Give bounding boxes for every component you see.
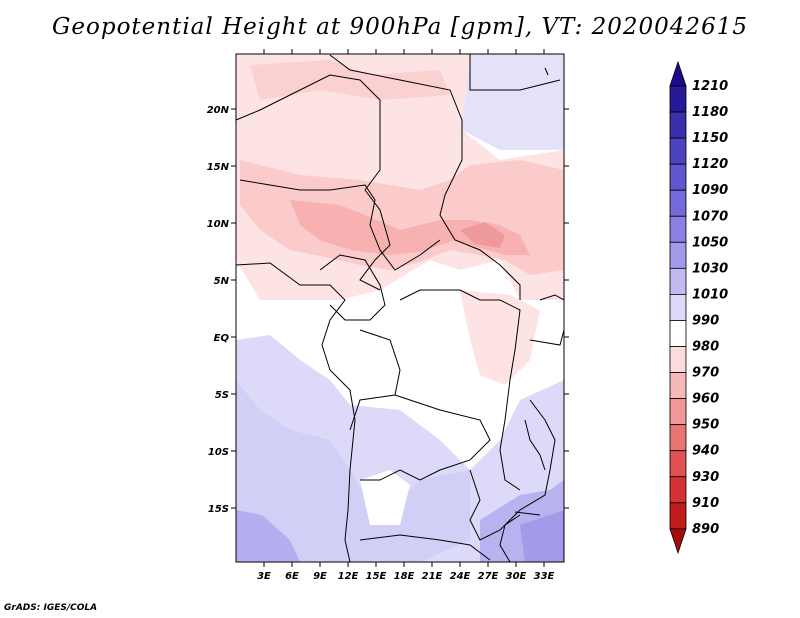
colorbar-label: 970 bbox=[692, 366, 719, 381]
colorbar-swatch bbox=[669, 424, 687, 452]
lon-label: 21E bbox=[422, 571, 443, 582]
lat-label: 15N bbox=[207, 162, 230, 173]
colorbar-swatch bbox=[669, 111, 687, 139]
longitude-axis: 3E 6E 9E 12E 15E 18E 21E 24E 27E 30E 33E bbox=[257, 49, 555, 582]
lon-label: 33E bbox=[534, 571, 555, 582]
colorbar-label: 910 bbox=[692, 496, 719, 511]
lon-label: 24E bbox=[450, 571, 471, 582]
lon-label: 18E bbox=[394, 571, 415, 582]
colorbar-swatch bbox=[669, 502, 687, 530]
colorbar-swatch bbox=[669, 137, 687, 165]
colorbar-swatch bbox=[669, 450, 687, 478]
colorbar-label: 930 bbox=[692, 470, 719, 485]
colorbar-label: 890 bbox=[692, 522, 719, 537]
colorbar-label: 1210 bbox=[692, 79, 728, 94]
colorbar-swatch bbox=[669, 189, 687, 217]
map-title: Geopotential Height at 900hPa [gpm], VT:… bbox=[52, 14, 748, 40]
lat-label: 10S bbox=[208, 447, 229, 458]
colorbar-label: 940 bbox=[692, 444, 719, 459]
colorbar-label: 1070 bbox=[692, 209, 728, 224]
lon-label: 15E bbox=[366, 571, 387, 582]
colorbar-top-arrow bbox=[669, 60, 687, 87]
colorbar-swatch bbox=[669, 293, 687, 321]
colorbar-swatch bbox=[669, 398, 687, 426]
lat-label: EQ bbox=[214, 333, 230, 344]
colorbar-swatch bbox=[669, 320, 687, 347]
colorbar-swatch bbox=[669, 267, 687, 295]
lon-label: 12E bbox=[338, 571, 359, 582]
coastlines-borders bbox=[236, 54, 564, 562]
map-frame bbox=[235, 53, 565, 563]
colorbar-label: 1030 bbox=[692, 261, 728, 276]
colorbar-label: 1180 bbox=[692, 105, 728, 120]
colorbar-swatch bbox=[669, 215, 687, 243]
colorbar: 1210 1180 1150 1120 1090 1070 1050 1030 1010 990 9… bbox=[669, 60, 728, 555]
colorbar-label: 980 bbox=[692, 340, 719, 355]
grads-credit: GrADS: IGES/COLA bbox=[4, 603, 98, 613]
colorbar-label: 1050 bbox=[692, 235, 728, 250]
lat-label: 20N bbox=[207, 105, 230, 116]
colorbar-label: 1150 bbox=[692, 131, 728, 146]
colorbar-swatch bbox=[669, 85, 687, 113]
geopotential-field bbox=[236, 54, 564, 562]
lat-label: 10N bbox=[207, 219, 230, 230]
colorbar-label: 990 bbox=[692, 313, 719, 328]
lon-label: 9E bbox=[313, 571, 327, 582]
colorbar-label: 1010 bbox=[692, 287, 728, 302]
lat-label: 15S bbox=[208, 504, 229, 515]
colorbar-swatch bbox=[669, 163, 687, 191]
lon-label: 30E bbox=[506, 571, 527, 582]
lon-label: 6E bbox=[285, 571, 299, 582]
colorbar-swatch bbox=[669, 372, 687, 399]
colorbar-swatch bbox=[669, 241, 687, 269]
colorbar-label: 960 bbox=[692, 392, 719, 407]
latitude-axis: 20N 15N 10N 5N EQ 5S 10S 15S bbox=[207, 105, 569, 515]
colorbar-label: 1090 bbox=[692, 183, 728, 198]
colorbar-label: 950 bbox=[692, 418, 719, 433]
lon-label: 27E bbox=[478, 571, 499, 582]
colorbar-swatch bbox=[669, 346, 687, 373]
lon-label: 3E bbox=[257, 571, 271, 582]
lat-label: 5N bbox=[214, 276, 230, 287]
lat-label: 5S bbox=[215, 390, 229, 401]
colorbar-bottom-arrow bbox=[669, 528, 687, 555]
colorbar-swatch bbox=[669, 476, 687, 504]
colorbar-label: 1120 bbox=[692, 157, 728, 172]
